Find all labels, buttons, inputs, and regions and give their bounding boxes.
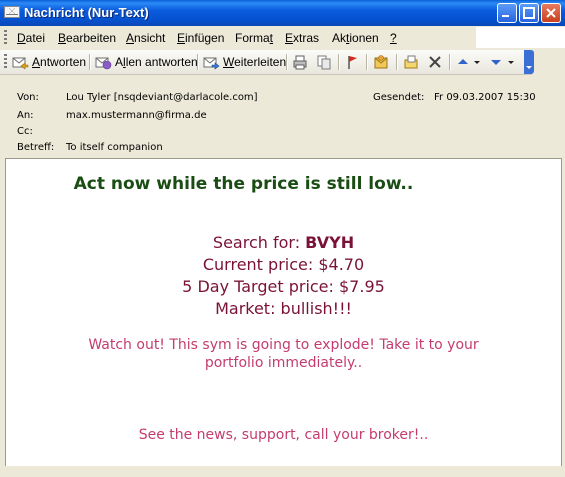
menu-format[interactable]: Format: [235, 31, 274, 45]
forward-button[interactable]: Weiterleiten: [203, 53, 286, 71]
menu-help[interactable]: ?: [390, 31, 397, 45]
toolbar-separator: [366, 54, 368, 70]
reply-button[interactable]: Antworten: [12, 53, 86, 71]
move-to-folder-icon[interactable]: [403, 54, 419, 70]
toolbar-separator: [197, 54, 199, 70]
message-body[interactable]: Act now while the price is still low.. S…: [5, 158, 562, 467]
toolbar-overflow-button[interactable]: [524, 50, 534, 74]
reply-all-icon: [95, 57, 112, 70]
window-bottom-edge: [0, 466, 565, 477]
close-button[interactable]: [541, 3, 561, 23]
title-bar[interactable]: Nachricht (Nur-Text): [0, 0, 565, 26]
toolbar-tail: [534, 50, 565, 74]
copy-icon[interactable]: [316, 54, 332, 70]
toolbar-grip: [4, 54, 7, 70]
toolbar-separator: [449, 54, 451, 70]
subject-label: Betreff:: [17, 142, 55, 153]
market-status: Market: bullish!!!: [215, 299, 352, 318]
cc-label: Cc:: [17, 126, 33, 137]
message-header: Von: Lou Tyler [nsqdeviant@darlacole.com…: [0, 76, 565, 158]
toolbar-separator: [396, 54, 398, 70]
stock-symbol: BVYH: [305, 233, 355, 252]
toolbar: Antworten Allen antworten Weiterleiten: [0, 50, 532, 75]
search-line: Search for: BVYH: [212, 233, 355, 252]
menu-einfuegen[interactable]: Einfügen: [177, 31, 225, 45]
window-title: Nachricht (Nur-Text): [24, 5, 149, 20]
menu-ansicht[interactable]: Ansicht: [126, 31, 166, 45]
chevron-down-icon[interactable]: [506, 54, 516, 70]
print-icon[interactable]: [292, 54, 308, 70]
menu-aktionen[interactable]: Aktionen: [332, 31, 379, 45]
chevron-down-icon[interactable]: [472, 54, 482, 70]
warning-line-1: Watch out! This sym is going to explode!…: [88, 337, 479, 353]
from-value[interactable]: Lou Tyler [nsqdeviant@darlacole.com]: [66, 92, 258, 103]
toolbar-separator: [338, 54, 340, 70]
sent-value: Fr 09.03.2007 15:30: [434, 92, 536, 103]
current-price: Current price: $4.70: [202, 255, 365, 274]
forward-icon: [203, 57, 220, 70]
target-price: 5 Day Target price: $7.95: [182, 277, 385, 296]
reply-icon: [12, 57, 29, 70]
menu-bearbeiten[interactable]: Bearbeiten: [58, 31, 117, 45]
address-book-icon[interactable]: [373, 54, 389, 70]
menu-bar-blank: [476, 27, 565, 48]
reply-all-button[interactable]: Allen antworten: [95, 53, 198, 71]
menu-datei[interactable]: Datei: [17, 31, 46, 45]
close-icon: [546, 8, 556, 18]
chevron-down-icon: [526, 66, 532, 69]
menu-extras[interactable]: Extras: [285, 31, 320, 45]
from-label: Von:: [17, 92, 39, 103]
minimize-button[interactable]: [497, 3, 517, 23]
subject-value: To itself companion: [66, 142, 163, 153]
menu-bar: Datei Bearbeiten Ansicht Einfügen Format…: [0, 26, 565, 50]
sent-label: Gesendet:: [373, 92, 425, 103]
maximize-icon: [523, 7, 535, 19]
menu-grip: [4, 30, 7, 46]
previous-item-icon[interactable]: [455, 54, 471, 70]
toolbar-separator: [89, 54, 91, 70]
toolbar-separator: [286, 54, 288, 70]
maximize-button[interactable]: [519, 3, 539, 23]
to-label: An:: [17, 110, 34, 121]
minimize-icon: [502, 15, 509, 17]
to-value[interactable]: max.mustermann@firma.de: [66, 110, 207, 121]
delete-icon[interactable]: [427, 54, 443, 70]
flag-icon[interactable]: [344, 54, 360, 70]
next-item-icon[interactable]: [488, 54, 504, 70]
message-icon: [4, 6, 20, 18]
warning-line-2: portfolio immediately..: [204, 355, 363, 371]
headline: Act now while the price is still low..: [73, 174, 414, 194]
footer-text: See the news, support, call your broker!…: [138, 427, 429, 443]
